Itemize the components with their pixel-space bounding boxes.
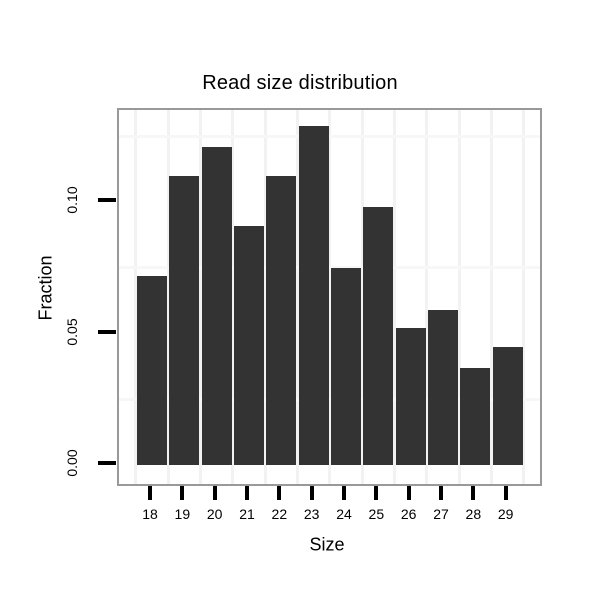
chart-title: Read size distribution (202, 72, 398, 94)
x-tick-label: 28 (465, 506, 482, 522)
minor-gridline-vertical (522, 110, 526, 484)
y-tick (98, 461, 116, 465)
bar-size-20 (201, 146, 232, 465)
x-tick (374, 486, 379, 500)
minor-gridline-vertical (328, 110, 332, 484)
minor-gridline-vertical (198, 110, 202, 484)
bar-size-22 (266, 175, 297, 465)
x-axis-label: Size (309, 534, 345, 555)
y-tick (98, 198, 116, 202)
plot-panel (117, 108, 542, 486)
minor-gridline-vertical (263, 110, 267, 484)
minor-gridline-vertical (231, 110, 235, 484)
x-tick (341, 486, 346, 500)
x-tick-label: 18 (142, 506, 158, 522)
bar-size-19 (169, 175, 200, 465)
minor-gridline-horizontal (119, 134, 540, 138)
minor-gridline-vertical (295, 110, 299, 484)
x-tick-label: 19 (174, 506, 191, 522)
minor-gridline-vertical (134, 110, 138, 484)
y-tick (98, 329, 116, 334)
x-tick (471, 486, 476, 500)
bar-size-21 (233, 225, 264, 465)
x-tick-label: 24 (336, 506, 352, 522)
x-tick (180, 486, 185, 500)
x-tick-label: 26 (400, 506, 417, 522)
x-tick (212, 486, 217, 500)
bar-size-18 (137, 275, 167, 465)
bar-size-25 (363, 207, 394, 465)
bar-size-24 (330, 267, 361, 465)
minor-gridline-vertical (425, 110, 429, 484)
y-tick-label: 0.10 (64, 186, 80, 214)
x-tick (277, 486, 282, 500)
x-tick (309, 486, 314, 500)
x-tick-label: 25 (368, 506, 385, 522)
minor-gridline-vertical (489, 110, 493, 484)
bar-size-27 (427, 309, 458, 465)
minor-gridline-horizontal (119, 397, 540, 401)
x-tick-label: 27 (433, 506, 449, 522)
y-axis-label: Fraction (35, 255, 56, 321)
x-tick-label: 21 (239, 506, 255, 522)
x-tick (244, 486, 249, 500)
x-tick-label: 20 (206, 506, 223, 522)
minor-gridline-vertical (457, 110, 461, 484)
minor-gridline-vertical (360, 110, 364, 484)
bar-size-28 (460, 367, 491, 465)
x-tick-label: 22 (271, 506, 288, 522)
minor-gridline-vertical (392, 110, 396, 484)
minor-gridline-vertical (166, 110, 170, 484)
x-tick-label: 29 (497, 506, 514, 522)
y-tick-label: 0.05 (64, 317, 80, 346)
minor-gridline-horizontal (119, 266, 540, 270)
x-tick (148, 486, 152, 500)
bar-size-26 (395, 328, 426, 465)
bar-size-29 (492, 346, 523, 465)
bar-size-23 (298, 125, 329, 465)
x-tick (438, 486, 443, 500)
x-tick (503, 486, 508, 500)
x-tick (406, 486, 411, 500)
y-tick-label: 0.00 (64, 449, 80, 477)
x-tick-label: 23 (303, 506, 320, 522)
